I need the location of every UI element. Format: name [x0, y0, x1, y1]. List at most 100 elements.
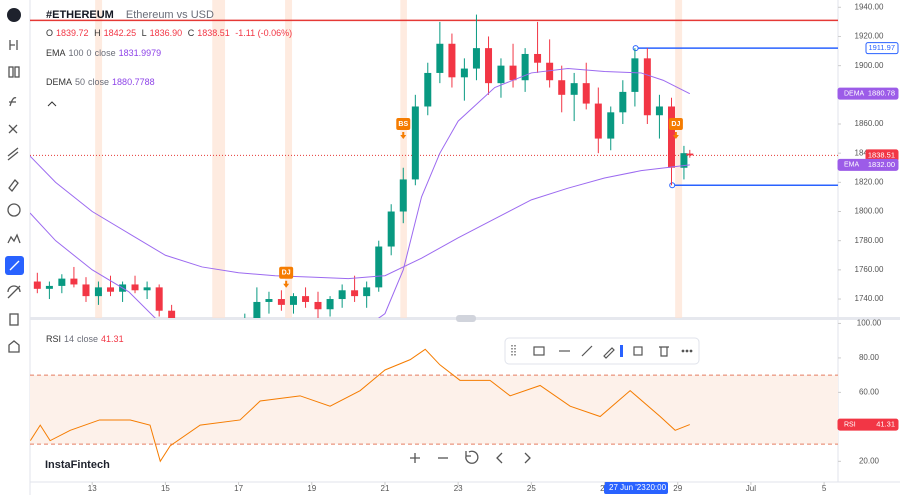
- candle-body: [509, 65, 517, 81]
- ohlc-key: H: [94, 28, 101, 38]
- candle-body: [399, 179, 407, 212]
- x-tick-label: Jul: [746, 484, 756, 493]
- price-tag: [837, 158, 899, 171]
- btn-zoom-in[interactable]: [410, 453, 420, 463]
- candle-body: [582, 83, 590, 104]
- signal-arrow: [400, 131, 407, 139]
- line-anchor: [632, 45, 639, 52]
- btn-delete[interactable]: [659, 346, 669, 357]
- zoom-toolbar: [400, 446, 545, 470]
- btn-reset[interactable]: [465, 450, 479, 464]
- symbol-description: Ethereum vs USD: [125, 9, 214, 21]
- price-tag-name: EMA: [844, 162, 860, 169]
- candle-body: [289, 296, 297, 305]
- btn-left[interactable]: [496, 452, 503, 464]
- btn-clone[interactable]: [633, 346, 643, 356]
- btn-color[interactable]: [620, 345, 623, 357]
- event-highlight: [212, 0, 226, 318]
- candle-body: [241, 321, 248, 365]
- price-tag-value: 1880.78: [868, 89, 895, 98]
- candle-body: [558, 80, 566, 95]
- icon-hide[interactable]: [7, 285, 21, 299]
- icon-draw[interactable]: [8, 124, 18, 134]
- brand: InstaFintech: [45, 459, 110, 471]
- drawing-toolbar: [504, 337, 700, 365]
- candle-body: [143, 287, 151, 291]
- rsi-legend[interactable]: RSI 14 close 41.31: [46, 334, 127, 344]
- symbol[interactable]: #ETHEREUM: [46, 9, 114, 21]
- signal-arrow: [283, 280, 290, 288]
- icon-lines[interactable]: [7, 147, 19, 161]
- btn-more-dot: [689, 349, 693, 353]
- btn-more[interactable]: [681, 349, 685, 353]
- candle-body: [546, 62, 554, 81]
- candle-body: [424, 72, 432, 107]
- y-tick-label: 1860.00: [855, 119, 884, 128]
- x-tick-label: 23: [454, 484, 463, 493]
- candle-body: [375, 246, 383, 288]
- signal-label: DJ: [671, 121, 680, 128]
- series-line: [30, 68, 691, 318]
- x-tick-label: 5: [822, 484, 827, 493]
- event-highlight: [285, 0, 293, 318]
- y-tick-label: 1940.00: [855, 2, 884, 11]
- icon-trash[interactable]: [9, 313, 19, 326]
- icon-lock[interactable]: [8, 340, 20, 353]
- icon-brush[interactable]: [8, 179, 19, 192]
- indicator-param: close: [88, 77, 110, 87]
- candle-body: [607, 112, 615, 139]
- candle-body: [314, 301, 322, 310]
- candle-body: [155, 287, 163, 311]
- x-tick-label: 21: [381, 484, 390, 493]
- zoom-toolbar-bg: [400, 446, 545, 470]
- y-tick-label: 1760.00: [855, 265, 884, 274]
- btn-pen[interactable]: [603, 347, 615, 359]
- ohlc-value: 1839.72: [56, 28, 89, 38]
- x-tick-label: 13: [88, 484, 97, 493]
- indicator-name: DEMA: [46, 77, 73, 87]
- dema-legend[interactable]: DEMA 50 close 1880.7788: [46, 77, 158, 87]
- ohlc-key: O: [46, 28, 54, 38]
- ohlc-key: L: [141, 28, 147, 38]
- indicator-param: 50: [75, 77, 86, 87]
- pane-handle[interactable]: [456, 315, 476, 322]
- drag-handle[interactable]: [511, 345, 516, 357]
- icon-fx[interactable]: [9, 97, 17, 107]
- y-tick-label: 1780.00: [855, 236, 884, 245]
- indicator-value: 41.31: [101, 334, 124, 344]
- indicator-value: 1880.7788: [112, 77, 155, 87]
- crosshair-time-tag: [604, 482, 668, 494]
- candle-body: [70, 278, 78, 285]
- candle-body: [338, 290, 346, 300]
- indicator-param: close: [94, 48, 116, 58]
- ema-legend[interactable]: EMA 100 0 close 1831.9979: [46, 48, 164, 58]
- candle-body: [619, 91, 627, 113]
- icon-magnet[interactable]: [9, 260, 20, 271]
- candle-body: [436, 43, 444, 73]
- btn-line[interactable]: [581, 345, 593, 357]
- icon-cursor[interactable]: [9, 40, 18, 50]
- signal-label: DJ: [282, 270, 291, 277]
- candle-body: [497, 65, 505, 84]
- price-tag: [837, 87, 899, 100]
- icon-bars[interactable]: [8, 66, 14, 78]
- pane: [30, 348, 838, 463]
- icon-bars2[interactable]: [14, 66, 20, 78]
- candle-body: [643, 58, 651, 116]
- price-tag: [865, 42, 899, 55]
- candle-body: [667, 106, 675, 168]
- candle-body: [387, 211, 395, 247]
- icon-pattern[interactable]: [7, 233, 21, 244]
- change: -1.11 (-0.06%): [235, 28, 293, 38]
- indicator-name: EMA: [46, 48, 66, 58]
- collapse-legend[interactable]: [46, 99, 58, 109]
- logo[interactable]: [7, 8, 21, 22]
- indicator-param: 14: [64, 334, 75, 344]
- icon-emoji[interactable]: [7, 203, 21, 217]
- btn-template[interactable]: [533, 346, 545, 356]
- crosshair-time: 20:00: [646, 483, 667, 492]
- candle-body: [351, 290, 359, 297]
- signal-marker: [279, 266, 294, 279]
- btn-right[interactable]: [524, 452, 531, 464]
